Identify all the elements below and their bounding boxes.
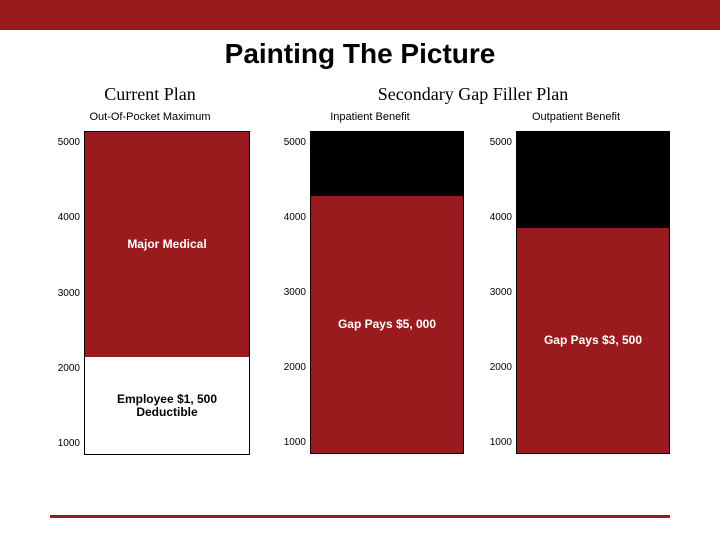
outpatient-column: Outpatient Benefit 5000 4000 3000 2000 1… xyxy=(482,111,670,454)
segment-above-gap-inpatient xyxy=(311,132,463,196)
inpatient-bar: Gap Pays $5, 000 xyxy=(310,131,464,454)
y-tick: 4000 xyxy=(276,212,306,223)
current-plan-panel: Current Plan Out-Of-Pocket Maximum 5000 … xyxy=(50,84,250,454)
y-tick: 3000 xyxy=(482,287,512,298)
segment-deductible: Employee $1, 500 Deductible xyxy=(85,357,249,454)
inpatient-subtitle: Inpatient Benefit xyxy=(276,111,464,127)
header-bar xyxy=(0,0,720,30)
y-tick: 1000 xyxy=(482,437,512,448)
segment-label: Gap Pays $5, 000 xyxy=(338,318,436,331)
y-tick: 4000 xyxy=(50,212,80,223)
outpatient-bar: Gap Pays $3, 500 xyxy=(516,131,670,454)
plans-area: Current Plan Out-Of-Pocket Maximum 5000 … xyxy=(0,84,720,454)
outpatient-bar-wrap: 5000 4000 3000 2000 1000 Gap Pays $3, 50… xyxy=(482,131,670,454)
y-axis-current: 5000 4000 3000 2000 1000 xyxy=(50,131,84,455)
y-tick: 3000 xyxy=(276,287,306,298)
outpatient-subtitle: Outpatient Benefit xyxy=(482,111,670,127)
y-tick: 4000 xyxy=(482,212,512,223)
y-tick: 5000 xyxy=(50,137,80,148)
y-tick: 2000 xyxy=(276,362,306,373)
page-title: Painting The Picture xyxy=(0,38,720,70)
footer-rule xyxy=(50,515,670,518)
inpatient-bar-wrap: 5000 4000 3000 2000 1000 Gap Pays $5, 00… xyxy=(276,131,464,454)
y-axis-inpatient: 5000 4000 3000 2000 1000 xyxy=(276,131,310,454)
y-tick: 5000 xyxy=(482,137,512,148)
y-tick: 3000 xyxy=(50,288,80,299)
inpatient-column: Inpatient Benefit 5000 4000 3000 2000 10… xyxy=(276,111,464,454)
current-plan-bar: Major Medical Employee $1, 500 Deductibl… xyxy=(84,131,250,455)
segment-label: Gap Pays $3, 500 xyxy=(544,334,642,347)
secondary-columns: Inpatient Benefit 5000 4000 3000 2000 10… xyxy=(276,111,670,454)
current-plan-subtitle: Out-Of-Pocket Maximum xyxy=(50,111,250,127)
y-axis-outpatient: 5000 4000 3000 2000 1000 xyxy=(482,131,516,454)
secondary-plan-title: Secondary Gap Filler Plan xyxy=(276,84,670,105)
segment-major-medical: Major Medical xyxy=(85,132,249,357)
y-tick: 2000 xyxy=(482,362,512,373)
current-plan-bar-wrap: 5000 4000 3000 2000 1000 Major Medical E… xyxy=(50,131,250,455)
y-tick: 1000 xyxy=(276,437,306,448)
y-tick: 5000 xyxy=(276,137,306,148)
segment-gap-inpatient: Gap Pays $5, 000 xyxy=(311,196,463,453)
segment-gap-outpatient: Gap Pays $3, 500 xyxy=(517,228,669,453)
y-tick: 2000 xyxy=(50,363,80,374)
y-tick: 1000 xyxy=(50,438,80,449)
segment-label: Employee $1, 500 Deductible xyxy=(85,393,249,419)
segment-above-gap-outpatient xyxy=(517,132,669,228)
current-plan-title: Current Plan xyxy=(50,84,250,105)
segment-label: Major Medical xyxy=(127,238,206,251)
secondary-plan-panel: Secondary Gap Filler Plan Inpatient Bene… xyxy=(276,84,670,454)
